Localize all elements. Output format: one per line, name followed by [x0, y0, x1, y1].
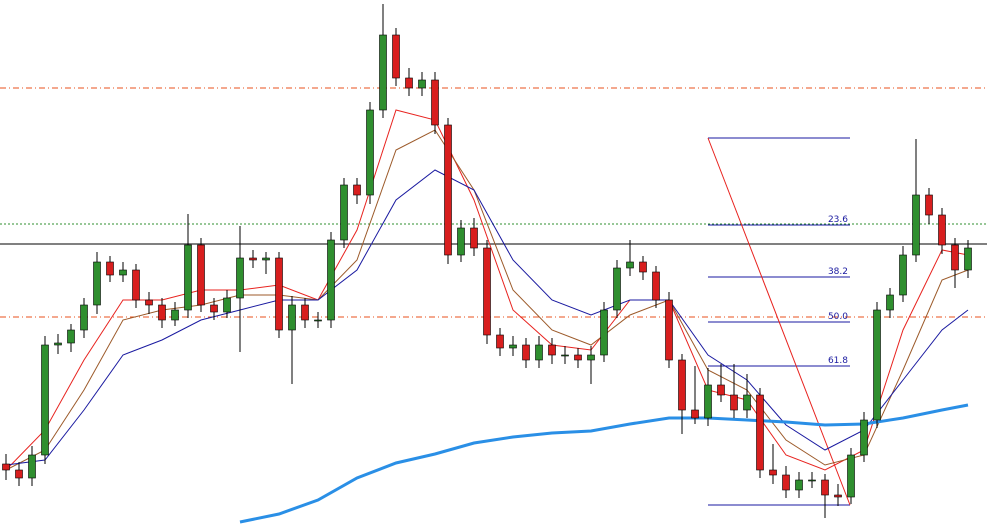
candle-body	[431, 79, 439, 126]
candle-body	[327, 239, 335, 321]
candle-body	[405, 77, 413, 89]
candle-body	[236, 257, 244, 299]
fib-label: 50.0	[828, 312, 848, 322]
candle-body	[704, 384, 712, 419]
candle-body	[223, 297, 231, 313]
candle-body	[340, 184, 348, 241]
candle-body	[938, 214, 946, 246]
candle-body	[756, 394, 764, 471]
candle-body	[301, 304, 309, 321]
candle-body	[717, 384, 725, 396]
candle-body	[145, 299, 153, 306]
candle-body	[795, 479, 803, 491]
candle-body	[613, 267, 621, 311]
candle-body	[821, 479, 829, 496]
candle-body	[535, 344, 543, 361]
candle-body	[470, 227, 478, 249]
candle-body	[925, 194, 933, 216]
candle-body	[730, 394, 738, 411]
candle-body	[574, 354, 582, 361]
candle-body	[119, 269, 127, 276]
moving-average	[5, 129, 969, 471]
candle-body	[847, 454, 855, 498]
candle-body	[15, 469, 23, 479]
candle-body	[782, 474, 790, 491]
candle-body	[106, 261, 114, 276]
candle-body	[860, 419, 868, 456]
candle-body	[288, 304, 296, 331]
candle-body	[262, 257, 270, 261]
candle-body	[964, 247, 972, 271]
candle-body	[132, 269, 140, 301]
candle-body	[314, 319, 322, 322]
candle-body	[80, 304, 88, 331]
candle-body	[197, 244, 205, 306]
candle-body	[496, 334, 504, 349]
candle-body	[2, 463, 10, 471]
fib-label: 38.2	[828, 267, 848, 277]
candle-body	[678, 359, 686, 411]
candle-body	[483, 247, 491, 336]
candle-body	[743, 394, 751, 411]
fib-trend	[707, 137, 851, 506]
candle-body	[808, 479, 816, 482]
candle-body	[67, 329, 75, 344]
candle-body	[392, 34, 400, 79]
candle-body	[769, 469, 777, 476]
candle-body	[54, 342, 62, 346]
candle-body	[158, 304, 166, 321]
candle-body	[28, 454, 36, 479]
candle-body	[379, 34, 387, 111]
candle-body	[509, 344, 517, 349]
candle-body	[834, 494, 842, 498]
candle-body	[691, 409, 699, 419]
fib-label: 61.8	[828, 356, 848, 366]
candle-body	[444, 124, 452, 256]
candle-body	[171, 309, 179, 321]
candle-body	[652, 271, 660, 301]
candle-body	[457, 227, 465, 256]
candle-body	[522, 344, 530, 361]
candle-body	[561, 354, 569, 357]
candle-body	[626, 261, 634, 269]
moving-average	[5, 169, 969, 466]
candle-body	[886, 294, 894, 311]
candle-body	[275, 257, 283, 331]
candle-body	[249, 257, 257, 261]
candle-body	[912, 194, 920, 256]
fib-label: 23.6	[828, 215, 848, 225]
candle-body	[418, 79, 426, 89]
candle-body	[184, 244, 192, 311]
moving-average	[239, 403, 969, 524]
moving-average	[5, 109, 969, 471]
candle-body	[951, 244, 959, 271]
candle-body	[41, 344, 49, 456]
candle-body	[210, 304, 218, 313]
candle-body	[353, 184, 361, 196]
candle-body	[366, 109, 374, 196]
candle-body	[639, 261, 647, 273]
candle-body	[665, 299, 673, 361]
candle-body	[548, 344, 556, 356]
candle-body	[873, 309, 881, 421]
candle-body	[587, 354, 595, 361]
candle-body	[93, 261, 101, 306]
candle-body	[899, 254, 907, 296]
candle-body	[600, 309, 608, 356]
